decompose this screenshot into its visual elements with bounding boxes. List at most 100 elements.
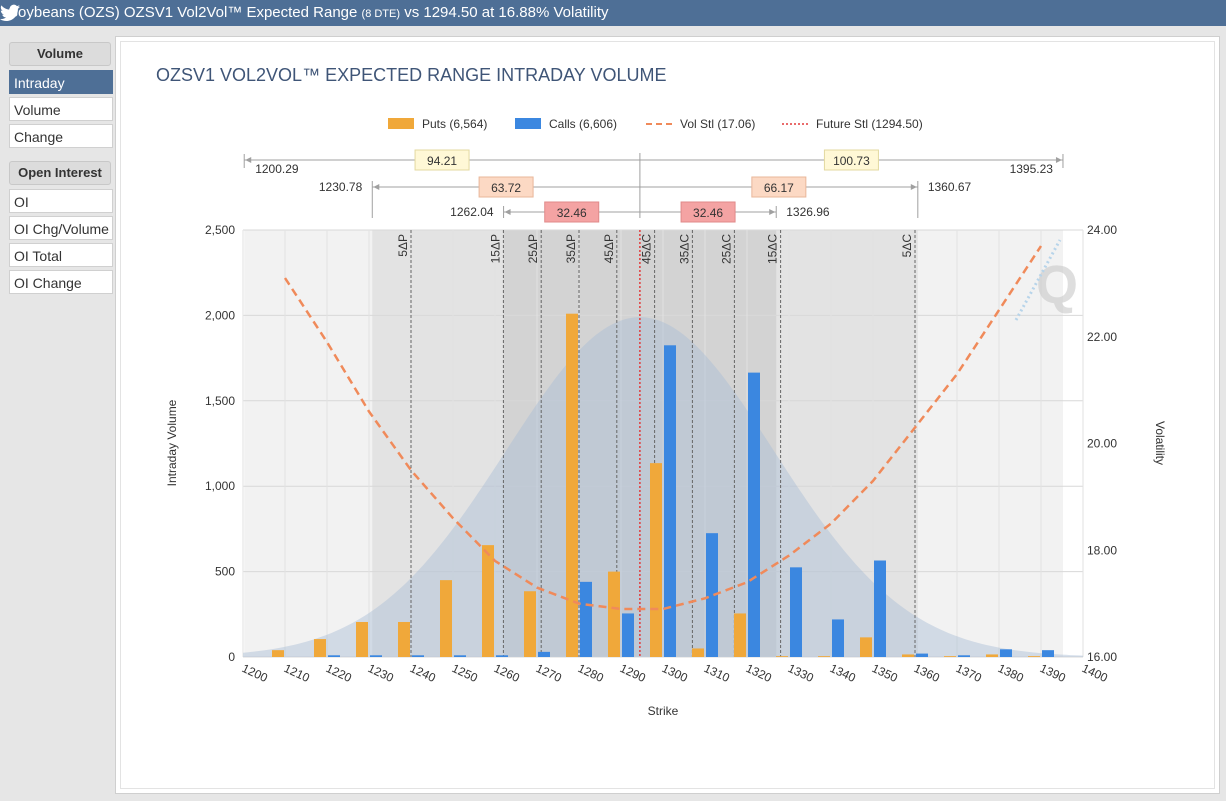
bar-put [566,313,578,657]
x-tick-label: 1390 [1038,661,1068,685]
legend-label: Vol Stl (17.06) [680,117,755,131]
x-tick-label: 1370 [954,661,984,685]
vol-settle-line [283,245,1043,611]
delta-label: 25ΔP [526,234,540,263]
bar-put [272,650,284,657]
x-tick-label: 1300 [660,661,690,685]
range-lo-label: 1200.29 [255,162,299,176]
sidebar-item-oi-total[interactable]: OI Total [9,243,113,267]
volume-group-header: Volume [9,42,111,66]
y-tick-label: 1,500 [205,394,235,408]
probability-distribution [243,317,1083,657]
x-tick-label: 1210 [282,661,312,685]
x-tick-label: 1200 [240,661,270,685]
bar-put [608,571,620,657]
range-hi-label: 1360.67 [928,180,972,194]
bar-put [314,639,326,657]
bar-call [496,655,508,657]
delta-label: 25ΔC [719,234,733,264]
bar-call [832,619,844,657]
range-arrow [1055,157,1062,163]
title-bar: Soybeans (OZS) OZSV1 Vol2Vol™ Expected R… [0,0,1226,26]
bar-call [454,655,466,657]
bar-call [664,345,676,657]
title-tail: vs 1294.50 at 16.88% Volatility [404,4,609,21]
sidebar-item-volume[interactable]: Volume [9,97,113,121]
delta-label: 15ΔP [488,234,502,263]
y-tick-label: 1,000 [205,479,235,493]
sidebar-item-oi-change[interactable]: OI Change [9,270,113,294]
y-tick-label: 2,500 [205,223,235,237]
range-width-left: 63.72 [491,181,521,195]
watermark-stripe [1014,239,1062,321]
legend-label: Future Stl (1294.50) [816,117,923,131]
range-lo-label: 1262.04 [450,205,494,219]
bar-call [706,533,718,657]
bar-call [916,653,928,657]
sidebar-item-intraday[interactable]: Intraday [9,70,113,94]
bar-call [328,655,340,657]
twitter-icon[interactable] [0,4,20,22]
range-width-right: 32.46 [693,206,723,220]
open-interest-group-header: Open Interest [9,161,111,185]
bar-call [538,651,550,657]
range-hi-label: 1395.23 [1010,162,1054,176]
bar-call [748,372,760,657]
sidebar-item-oi[interactable]: OI [9,189,113,213]
x-tick-label: 1380 [996,661,1026,685]
legend-label: Calls (6,606) [549,117,617,131]
x-tick-label: 1320 [744,661,774,685]
y2-tick-label: 24.00 [1087,223,1117,237]
y2-tick-label: 22.00 [1087,330,1117,344]
delta-label: 15ΔC [766,234,780,264]
x-tick-label: 1290 [618,661,648,685]
x-tick-label: 1240 [408,661,438,685]
bar-put [776,656,788,657]
y-tick-label: 2,000 [205,308,235,322]
bar-put [818,656,830,657]
delta-label: 45ΔP [602,234,616,263]
bar-call [958,655,970,657]
range-width-right: 66.17 [764,181,794,195]
delta-label: 5ΔC [900,234,914,258]
bar-put [440,580,452,657]
range-width-box [751,176,807,198]
bar-put [734,613,746,657]
sidebar-item-change[interactable]: Change [9,124,113,148]
bar-call [580,581,592,657]
x-tick-label: 1280 [576,661,606,685]
bar-put [524,591,536,657]
range-arrow [504,209,511,215]
bar-put [986,654,998,657]
range-arrow [373,184,380,190]
bar-put [482,545,494,657]
chart-title: OZSV1 VOL2VOL™ EXPECTED RANGE INTRADAY V… [156,65,666,85]
watermark-logo: Q [1036,255,1078,315]
bar-put [692,648,704,657]
sidebar-item-oi-chg-volume[interactable]: OI Chg/Volume [9,216,113,240]
range-arrow [245,157,252,163]
x-tick-label: 1230 [366,661,396,685]
y-axis-title: Intraday Volume [165,399,179,486]
delta-label: 35ΔP [564,234,578,263]
range-width-left: 94.21 [427,154,457,168]
legend-swatch [388,118,414,129]
x-tick-label: 1250 [450,661,480,685]
range-arrow [910,184,917,190]
x-tick-label: 1270 [534,661,564,685]
x-tick-label: 1400 [1080,661,1110,685]
sidebar: Volume Intraday Volume Change Open Inter… [9,42,117,297]
bar-call [370,655,382,657]
range-width-right: 100.73 [833,154,870,168]
bar-call [622,613,634,657]
y2-axis-title: Volatility [1153,421,1167,465]
y2-tick-label: 20.00 [1087,437,1117,451]
legend-swatch [515,118,541,129]
title-dte: (8 DTE) [361,8,401,20]
range-width-box [680,201,736,223]
range-hi-label: 1326.96 [786,205,830,219]
range-width-box [544,201,600,223]
bar-put [650,463,662,657]
bar-put [860,637,872,657]
